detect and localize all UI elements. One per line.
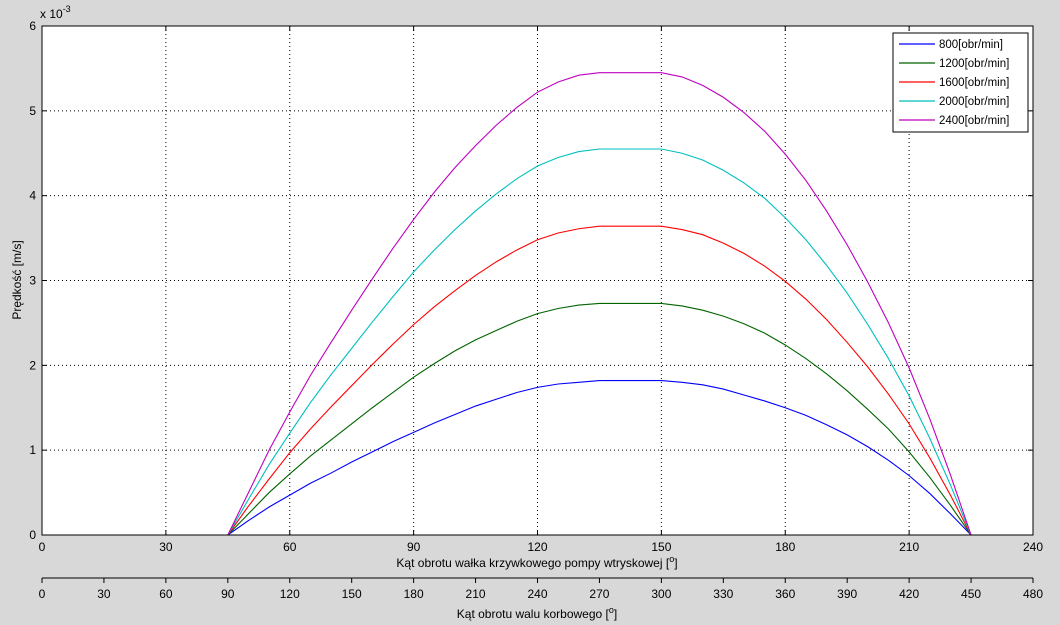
secondary-x-axis: 0 30 60 90 120 150 180 210 240 270 300 330 360 390 420… xyxy=(39,577,1043,601)
x2-tick-label-6: 180 xyxy=(404,587,424,601)
grid-lines xyxy=(42,26,1033,535)
y-tick-label-6: 6 xyxy=(29,19,36,33)
x2-tick-label-5: 150 xyxy=(342,587,362,601)
x2-tick-label-0: 0 xyxy=(39,587,46,601)
y-tick-label-2: 2 xyxy=(29,358,36,372)
series-line-2 xyxy=(227,225,972,536)
x2-tick-label-11: 330 xyxy=(713,587,733,601)
series-lines xyxy=(227,72,972,536)
series-line-1 xyxy=(227,302,972,536)
legend-entry-0: 800[obr/min] xyxy=(939,39,1003,51)
x-tick-label-3: 90 xyxy=(407,540,421,554)
y-tick-label-5: 5 xyxy=(29,104,36,118)
y-tick-label-1: 1 xyxy=(29,443,36,457)
legend-entry-2: 1600[obr/min] xyxy=(939,77,1009,89)
series-line-3 xyxy=(227,148,972,536)
x-axis-label: Kąt obrotu wałka krzywkowego pompy wtrys… xyxy=(396,554,677,570)
x2-tick-label-15: 450 xyxy=(961,587,981,601)
legend: 800[obr/min] 1200[obr/min] 1600[obr/min] 20… xyxy=(892,32,1029,133)
x2-tick-label-16: 480 xyxy=(1023,587,1043,601)
x2-tick-label-4: 120 xyxy=(280,587,300,601)
legend-entry-1: 1200[obr/min] xyxy=(939,58,1009,70)
x2-tick-label-14: 420 xyxy=(899,587,919,601)
series-line-0 xyxy=(227,380,972,536)
y-axis-ticks: 0 1 2 3 4 5 6 xyxy=(29,19,1033,542)
x-tick-label-6: 180 xyxy=(775,540,795,554)
x2-tick-label-13: 390 xyxy=(837,587,857,601)
y-tick-label-0: 0 xyxy=(29,528,36,542)
x2-tick-label-1: 30 xyxy=(97,587,111,601)
x-axis-ticks: 0 30 60 90 120 150 180 210 240 xyxy=(39,26,1043,554)
y-axis-label: Prędkość [m/s] xyxy=(10,240,24,319)
x2-tick-label-2: 60 xyxy=(159,587,173,601)
x2-tick-label-9: 270 xyxy=(589,587,609,601)
x-tick-label-5: 150 xyxy=(651,540,671,554)
y-tick-label-3: 3 xyxy=(29,274,36,288)
x2-tick-label-7: 210 xyxy=(466,587,486,601)
y-tick-label-4: 4 xyxy=(29,189,36,203)
legend-entry-4: 2400[obr/min] xyxy=(939,115,1009,127)
secondary-x-axis-label: Kąt obrotu walu korbowego [o] xyxy=(457,605,617,621)
x-tick-label-4: 120 xyxy=(527,540,547,554)
x2-tick-label-8: 240 xyxy=(527,587,547,601)
legend-entry-3: 2000[obr/min] xyxy=(939,96,1009,108)
series-line-4 xyxy=(227,72,972,536)
x-tick-label-2: 60 xyxy=(283,540,297,554)
x-tick-label-1: 30 xyxy=(159,540,173,554)
x2-tick-label-10: 300 xyxy=(651,587,671,601)
exponent-label: x 10-3 xyxy=(40,4,71,21)
x-tick-label-0: 0 xyxy=(39,540,46,554)
x-tick-label-7: 210 xyxy=(899,540,919,554)
x2-tick-label-12: 360 xyxy=(775,587,795,601)
x2-tick-label-3: 90 xyxy=(221,587,235,601)
x-tick-label-8: 240 xyxy=(1023,540,1043,554)
